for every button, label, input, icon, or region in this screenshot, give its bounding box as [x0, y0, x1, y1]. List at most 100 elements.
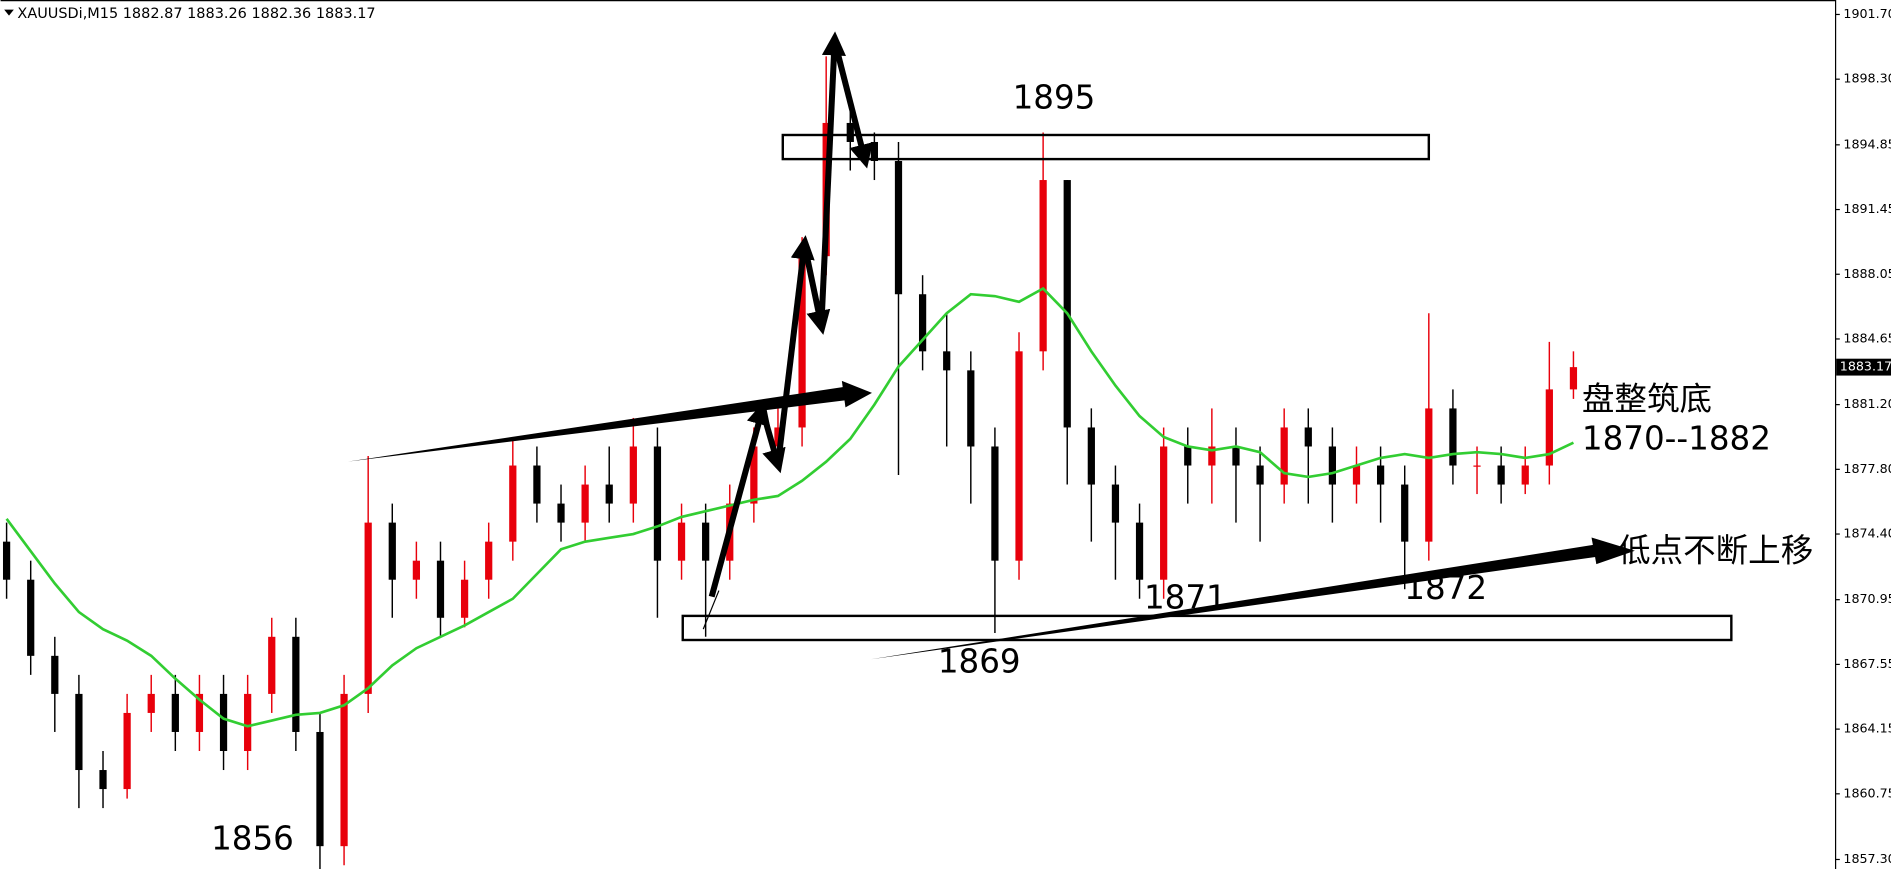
moving-average [5, 286, 1575, 728]
zigzag-arrow [831, 40, 873, 169]
zigzag-arrow [818, 31, 846, 326]
menu-triangle[interactable] [4, 9, 14, 16]
candle-body [750, 446, 758, 504]
candle-body [268, 636, 276, 694]
thin-line [702, 590, 720, 630]
y-tick-label: 1894.85 [1843, 136, 1891, 151]
candle-body [846, 122, 854, 142]
annotation: 1871 [1144, 579, 1227, 617]
annotation: 1895 [1013, 78, 1096, 116]
candle-body [1208, 446, 1216, 466]
last-price-label: 1883.17 [1840, 359, 1891, 374]
candle-body [316, 731, 324, 847]
rising-lows-arrow-shaft [870, 544, 1597, 660]
candle-body [1425, 408, 1433, 542]
candle-body [171, 693, 179, 732]
candle-body [27, 579, 35, 656]
candle-body [1184, 446, 1192, 466]
y-tick-label: 1901.70 [1843, 6, 1891, 21]
candle-body [460, 579, 469, 618]
candle-body [388, 522, 396, 580]
annotation: 1856 [211, 820, 294, 858]
candle-body [943, 351, 951, 371]
candle-body [219, 693, 228, 752]
candle-body [1569, 367, 1578, 390]
drawings [347, 31, 1733, 660]
candle-body [677, 522, 686, 561]
candle-body [798, 256, 806, 428]
price-axis: 1901.70 1898.30 1894.85 1891.45 1888.05 1884.… [1834, 6, 1891, 866]
y-tick-label: 1891.45 [1843, 201, 1891, 216]
candle-body [1015, 351, 1023, 561]
zigzag-arrow [774, 235, 815, 465]
annotation: 盘整筑底 [1582, 380, 1712, 418]
annotation: 低点不断上移 [1618, 532, 1813, 570]
y-tick-label: 1888.05 [1843, 266, 1891, 281]
candle-body [1232, 446, 1240, 466]
candle-body [99, 770, 107, 790]
zigzag-arrow [708, 400, 771, 598]
candle-body [1473, 465, 1481, 467]
candle-body [870, 141, 879, 162]
y-tick-label: 1870.95 [1843, 591, 1891, 606]
candle-body [774, 427, 782, 447]
resistance-box [781, 133, 1431, 161]
rising-lows-arrow-head [1591, 537, 1635, 565]
candle-body [533, 465, 541, 504]
candle-body [1401, 484, 1409, 542]
support-box [681, 614, 1733, 642]
candle-body [1111, 484, 1120, 523]
candle-body [364, 522, 372, 694]
candle-body [605, 484, 613, 504]
y-tick-label: 1864.15 [1843, 721, 1891, 736]
candle-body [1497, 465, 1505, 485]
zigzag-arrow [759, 408, 786, 474]
candle-body [412, 560, 421, 580]
candle-body [967, 370, 975, 447]
candle-body [51, 655, 59, 694]
annotation: 1870--1882 [1582, 420, 1771, 458]
candle-body [292, 636, 300, 732]
candle-body [1135, 522, 1144, 580]
candle-body [1256, 465, 1264, 485]
zigzag-arrow [801, 244, 831, 335]
candle-body [1280, 427, 1288, 485]
candle-body [1545, 389, 1553, 466]
chart-title: XAUUSDi,M15 1882.87 1883.26 1882.36 1883… [17, 6, 375, 22]
candle-body [918, 294, 927, 352]
y-tick-label: 1898.30 [1843, 71, 1891, 86]
candle-body [1304, 427, 1312, 447]
trend-arrow-head [841, 380, 872, 408]
candle-body [1160, 446, 1168, 580]
candle-body [244, 693, 252, 752]
candle-body [702, 522, 710, 561]
candle-body [2, 541, 11, 580]
last-price-box [1836, 358, 1891, 376]
candle-body [1039, 180, 1047, 352]
y-tick-label: 1857.30 [1843, 851, 1891, 866]
y-tick-label: 1860.75 [1843, 785, 1891, 800]
candle-body [1328, 446, 1337, 485]
candle-body [1063, 180, 1071, 428]
candle-body [123, 712, 131, 790]
candle-body [436, 560, 445, 618]
candle-body [195, 693, 204, 732]
candle-body [340, 693, 348, 847]
y-tick-label: 1874.40 [1843, 526, 1891, 541]
candle-body [509, 465, 517, 542]
y-tick-label: 1877.80 [1843, 461, 1891, 476]
y-tick-label: 1867.55 [1843, 656, 1891, 671]
y-tick-label: 1881.20 [1843, 396, 1891, 411]
annotation: 1869 [938, 643, 1021, 681]
candle-body [629, 446, 637, 504]
candle-body [581, 484, 589, 523]
y-tick-label: 1884.65 [1843, 330, 1891, 345]
candle-body [1087, 427, 1095, 485]
candle-body [1352, 465, 1361, 485]
candle-body [653, 446, 662, 561]
candle-body [1449, 408, 1457, 466]
plot-area [2, 56, 1578, 869]
